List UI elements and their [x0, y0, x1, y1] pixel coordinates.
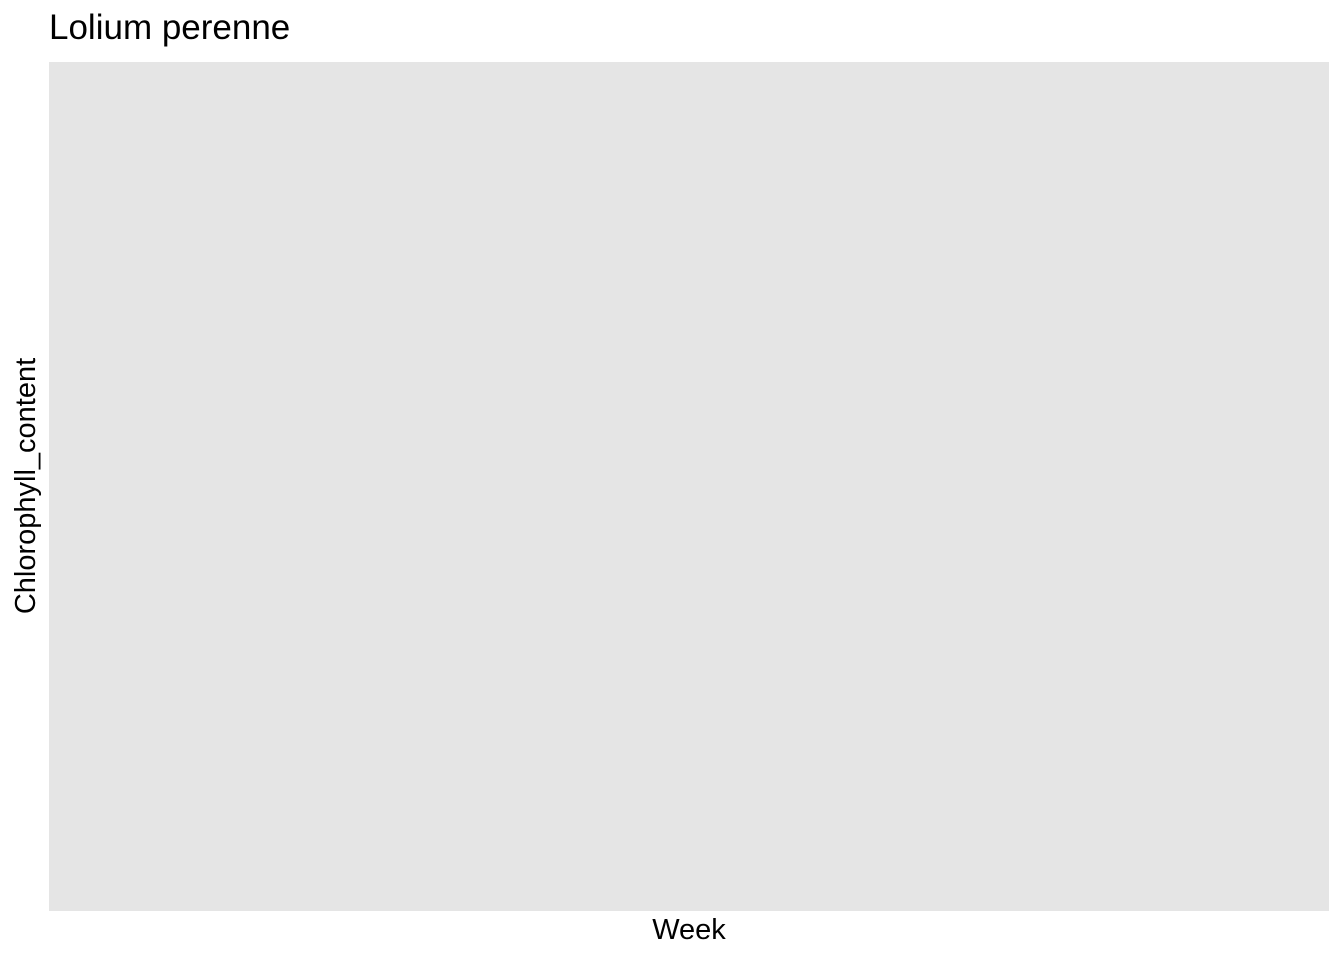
panel-background [49, 62, 1329, 911]
x-axis-label: Week [652, 914, 726, 946]
y-axis-label: Chlorophyll_content [10, 357, 42, 615]
plot-panel [49, 62, 1329, 911]
chart-title: Lolium perenne [49, 8, 291, 47]
